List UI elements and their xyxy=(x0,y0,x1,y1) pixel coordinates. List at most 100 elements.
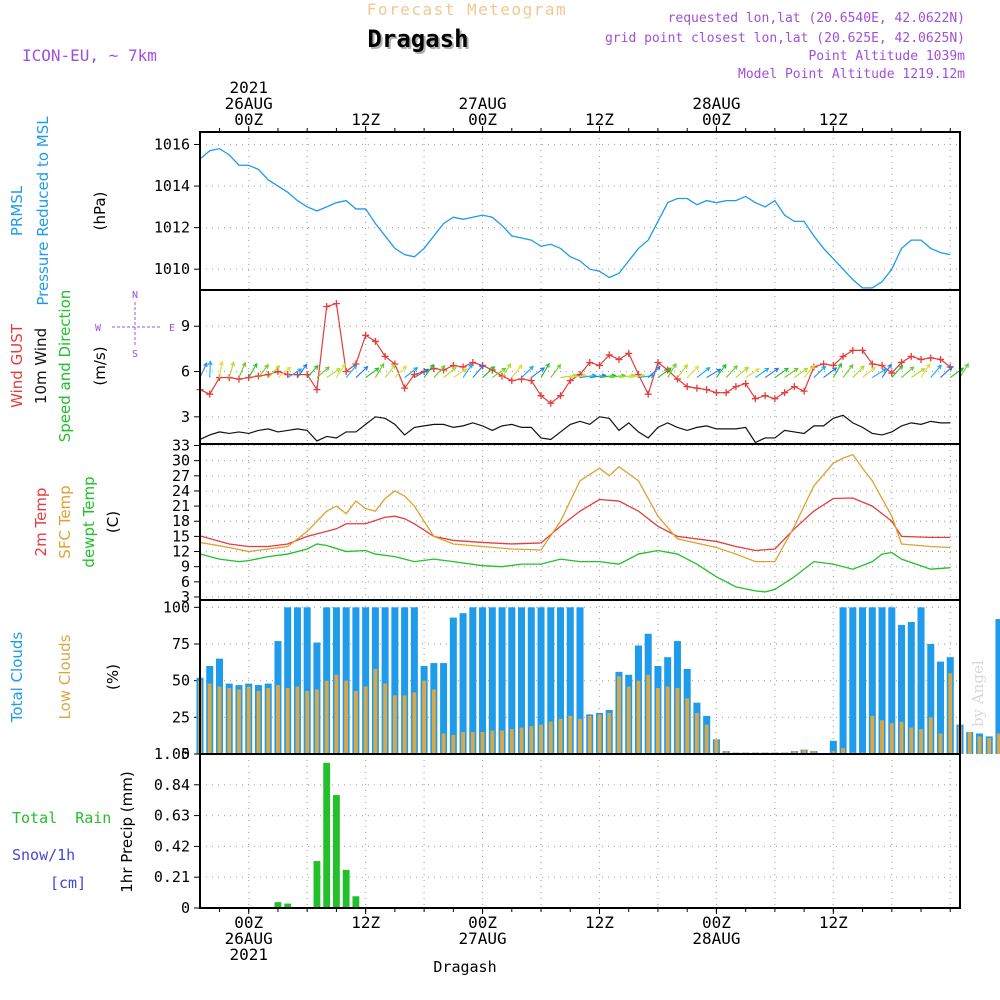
direction-arrow-head xyxy=(937,364,942,370)
direction-arrow xyxy=(228,362,235,378)
low-cloud-bar xyxy=(909,727,914,754)
direction-arrow-head xyxy=(821,365,827,371)
direction-arrow xyxy=(365,367,379,379)
direction-arrow-head xyxy=(744,366,750,372)
low-cloud-bar xyxy=(314,689,319,754)
direction-label: Speed and Direction xyxy=(56,290,74,443)
low-cloud-bar xyxy=(490,730,495,754)
sfc-temp-label: SFC Temp xyxy=(56,485,74,558)
rain-bar xyxy=(274,902,282,908)
low-cloud-bar xyxy=(568,715,573,754)
gust-marker xyxy=(888,369,896,377)
direction-arrow-head xyxy=(219,360,224,366)
gust-marker xyxy=(508,377,516,385)
wind-label: 10m Wind xyxy=(32,328,50,404)
dewpt-label: dewpt Temp xyxy=(80,476,98,567)
rain-bar xyxy=(352,896,360,908)
direction-arrow xyxy=(560,374,577,379)
direction-arrow xyxy=(511,364,523,378)
panels: 1010101210141016369369121518212427303302… xyxy=(154,131,1000,917)
direction-arrow xyxy=(570,374,587,379)
gust-marker xyxy=(245,374,253,382)
series-10m-wind xyxy=(199,414,951,444)
bottom-time-label: 28AUG xyxy=(692,929,740,948)
direction-arrow-head xyxy=(920,367,926,373)
low-cloud-bar xyxy=(665,686,670,754)
direction-arrow xyxy=(394,365,407,378)
direction-arrow xyxy=(521,366,534,378)
direction-arrow-head xyxy=(721,363,727,369)
gust-marker xyxy=(401,384,409,392)
y-tick-label: 3 xyxy=(181,408,190,426)
direction-arrow xyxy=(530,367,545,379)
low-cloud-bar xyxy=(246,686,251,754)
low-cloud-bar xyxy=(997,733,1000,754)
direction-arrow-head xyxy=(810,364,815,370)
low-cloud-bar xyxy=(324,680,329,754)
direction-arrow-head xyxy=(402,365,407,371)
pressure-label-2: Pressure Reduced to MSL xyxy=(34,116,52,306)
total-cloud-bar xyxy=(566,607,574,754)
panel-0: 1010 1012 1014 1016 xyxy=(154,132,960,290)
gust-marker xyxy=(518,375,526,383)
low-cloud-bar xyxy=(529,726,534,754)
low-cloud-bar xyxy=(578,718,582,754)
wind-compass: N S W E xyxy=(95,290,175,360)
y-tick-label: 24 xyxy=(172,482,190,500)
total-cloud-bar xyxy=(868,607,876,754)
y-tick-label: 6 xyxy=(181,363,190,381)
direction-arrow-head xyxy=(733,365,738,370)
low-cloud-bar xyxy=(480,732,485,754)
direction-arrow xyxy=(199,362,208,378)
direction-arrow xyxy=(550,364,561,378)
gust-marker xyxy=(781,389,789,397)
y-tick-label: 50 xyxy=(172,672,190,690)
direction-arrow-head xyxy=(755,368,761,373)
gust-marker xyxy=(586,358,594,366)
bottom-time-label: 12Z xyxy=(819,913,848,932)
total-cloud-bar xyxy=(557,607,565,754)
y-tick-label: 3 xyxy=(181,588,190,606)
y-tick-label: 0.63 xyxy=(154,807,190,825)
low-cloud-bar xyxy=(928,717,933,754)
low-cloud-bar xyxy=(919,729,923,754)
gust-marker xyxy=(371,337,379,345)
direction-arrow xyxy=(881,364,892,378)
direction-arrow xyxy=(618,374,635,379)
low-cloud-bar xyxy=(431,689,436,754)
total-cloud-bar xyxy=(479,607,487,754)
direction-arrow xyxy=(248,363,258,378)
top-time-label: 00Z xyxy=(234,110,263,129)
panel-labels: PRMSL Pressure Reduced to MSL (hPa) Wind… xyxy=(8,116,136,893)
low-cloud-bar xyxy=(285,688,290,754)
direction-arrow-head xyxy=(793,367,799,373)
model-point-altitude: Model Point Altitude 1219.12m xyxy=(738,67,965,82)
low-cloud-bar xyxy=(587,715,592,754)
low-cloud-bar xyxy=(597,714,602,754)
direction-arrow xyxy=(686,365,699,378)
gust-marker xyxy=(751,395,759,403)
low-cloud-bar xyxy=(334,674,339,754)
direction-arrow-head xyxy=(870,366,876,372)
low-cloud-bar xyxy=(967,732,972,754)
direction-arrow-head xyxy=(705,367,711,372)
y-tick-label: 0.84 xyxy=(154,776,190,794)
direction-arrow xyxy=(852,365,865,378)
direction-arrow-head xyxy=(424,368,430,374)
low-cloud-bar xyxy=(344,680,349,754)
y-tick-label: 9 xyxy=(181,558,190,576)
low-cloud-bar xyxy=(422,680,427,754)
low-cloud-bar xyxy=(237,689,241,754)
gust-marker xyxy=(712,389,720,397)
compass-s: S xyxy=(132,349,138,360)
gust-marker xyxy=(342,368,350,376)
gust-marker xyxy=(839,352,847,360)
direction-arrow xyxy=(258,364,269,378)
model-label: ICON-EU, ~ 7km xyxy=(22,46,157,65)
direction-arrow-head xyxy=(275,365,281,371)
direction-arrow xyxy=(335,363,346,378)
gust-marker xyxy=(771,395,779,403)
gust-marker xyxy=(654,358,662,366)
gust-marker xyxy=(907,352,915,360)
